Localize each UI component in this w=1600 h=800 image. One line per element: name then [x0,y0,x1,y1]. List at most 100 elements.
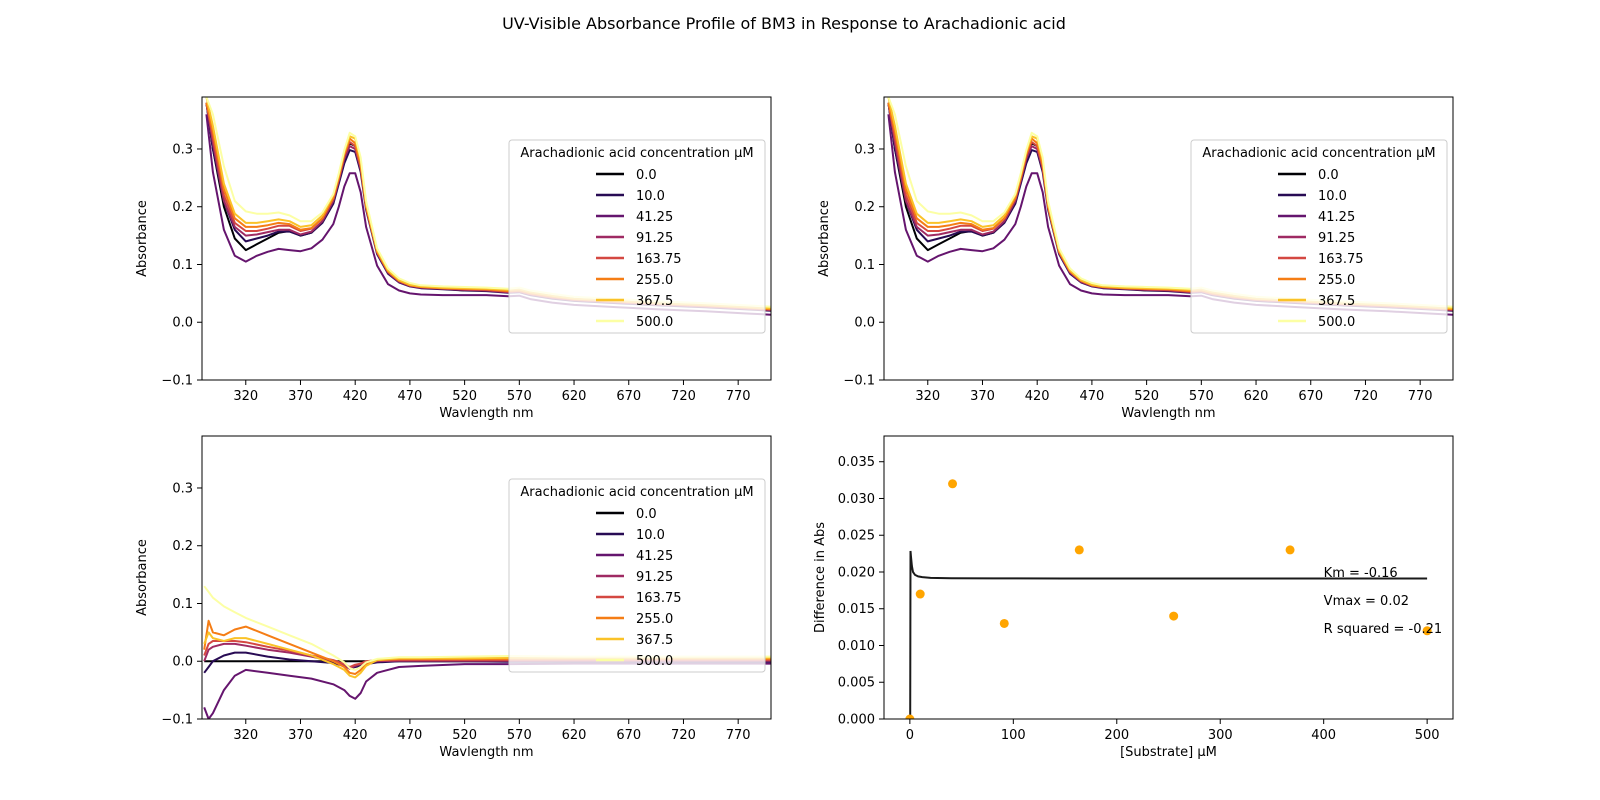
fit-annotation: Vmax = 0.02 [1324,594,1409,609]
x-tick-label: 770 [726,728,751,743]
y-tick-label: 0.2 [172,200,193,215]
spectra-panel-top-left: 320 370 420 470 520 570 620 670 720 770 −0.1 0.0 0.1… [135,96,772,421]
legend: Arachadionic acid concentration µM 0.0 10.… [508,139,766,334]
legend-label: 163.75 [636,252,682,267]
y-tick-label: 0.000 [838,713,875,728]
legend-label: 367.5 [1318,294,1355,309]
x-tick-label: 200 [1104,728,1129,743]
y-tick-label: 0.0 [854,316,875,331]
fit-curve [909,550,1428,719]
x-tick-label: 470 [397,728,422,743]
x-tick-label: 720 [1353,389,1378,404]
x-tick-label: 520 [452,728,477,743]
y-tick-label: 0.020 [838,565,875,580]
x-tick-label: 320 [915,389,940,404]
x-axis-label: Wavlength nm [1121,406,1215,421]
legend-label: 0.0 [636,507,657,522]
legend-label: 500.0 [1318,315,1355,330]
data-point [1285,545,1295,555]
data-point [915,589,925,599]
legend-label: 91.25 [1318,231,1355,246]
legend-label: 163.75 [1318,252,1364,267]
legend-title: Arachadionic acid concentration µM [520,146,753,161]
x-tick-label: 300 [1208,728,1233,743]
x-tick-label: 370 [288,728,313,743]
fit-annotation: Km = -0.16 [1324,566,1398,581]
series-line-367.5 [203,631,771,679]
y-tick-label: 0.025 [838,529,875,544]
y-tick-label: 0.015 [838,602,875,617]
x-tick-label: 620 [1244,389,1269,404]
x-tick-label: 420 [1025,389,1050,404]
legend-label: 367.5 [636,294,673,309]
y-tick-label: 0.2 [854,200,875,215]
x-tick-label: 320 [233,389,258,404]
series-line-41.25 [203,662,771,719]
data-point [999,618,1009,628]
data-point [1422,626,1432,636]
x-tick-label: 720 [671,728,696,743]
legend-label: 255.0 [1318,273,1355,288]
legend-label: 500.0 [636,315,673,330]
axes-frame [201,435,772,720]
x-tick-label: 420 [343,728,368,743]
x-tick-label: 520 [1134,389,1159,404]
x-tick-label: 770 [1408,389,1433,404]
series-line-500.0 [203,585,771,671]
x-tick-label: 720 [671,389,696,404]
legend-label: 500.0 [636,654,673,669]
y-tick-label: −0.1 [161,713,193,728]
legend-label: 10.0 [636,528,665,543]
x-tick-label: 670 [616,389,641,404]
legend-label: 163.75 [636,591,682,606]
y-tick-label: 0.035 [838,455,875,470]
axes-frame [201,96,772,381]
y-tick-label: 0.1 [172,258,193,273]
legend-label: 0.0 [1318,168,1339,183]
x-tick-label: 570 [507,389,532,404]
y-tick-label: −0.1 [843,374,875,389]
x-tick-label: 370 [970,389,995,404]
data-point [1074,545,1084,555]
y-axis-label: Absorbance [817,200,832,277]
y-tick-label: −0.1 [161,374,193,389]
difference-spectra-panel: 320 370 420 470 520 570 620 670 720 770 −0.1 0.0 0.1… [135,435,772,760]
y-tick-label: 0.005 [838,676,875,691]
y-tick-label: 0.030 [838,492,875,507]
legend: Arachadionic acid concentration µM 0.0 10.… [1190,139,1448,334]
y-tick-label: 0.0 [172,655,193,670]
x-tick-label: 670 [616,728,641,743]
michaelis-menten-panel: 0 100 200 300 400 500 0.000 0.005 0.010 0.015 0.02… [813,435,1454,760]
fit-annotation: R squared = -0.21 [1324,622,1443,637]
x-tick-label: 670 [1298,389,1323,404]
legend-label: 10.0 [1318,189,1347,204]
spectra-panel-top-right: 320 370 420 470 520 570 620 670 720 770 −0.1 0.0 0.1… [817,96,1454,421]
legend-box [508,478,766,673]
legend-title: Arachadionic acid concentration µM [520,485,753,500]
data-point [1169,611,1179,621]
x-axis-label: [Substrate] µM [1120,745,1217,760]
y-tick-label: 0.2 [172,539,193,554]
legend-label: 41.25 [636,549,673,564]
legend-label: 255.0 [636,273,673,288]
legend-label: 41.25 [636,210,673,225]
legend-box [1190,139,1448,334]
x-tick-label: 0 [906,728,914,743]
legend-box [508,139,766,334]
legend-label: 367.5 [636,633,673,648]
y-tick-label: 0.1 [854,258,875,273]
x-tick-label: 520 [452,389,477,404]
x-tick-label: 320 [233,728,258,743]
x-tick-label: 420 [343,389,368,404]
data-point [948,479,958,489]
y-tick-label: 0.1 [172,597,193,612]
legend-label: 91.25 [636,570,673,585]
y-tick-label: 0.010 [838,639,875,654]
x-tick-label: 620 [562,728,587,743]
x-tick-label: 570 [507,728,532,743]
x-tick-label: 570 [1189,389,1214,404]
plot-area [905,479,1432,719]
y-tick-label: 0.0 [172,316,193,331]
